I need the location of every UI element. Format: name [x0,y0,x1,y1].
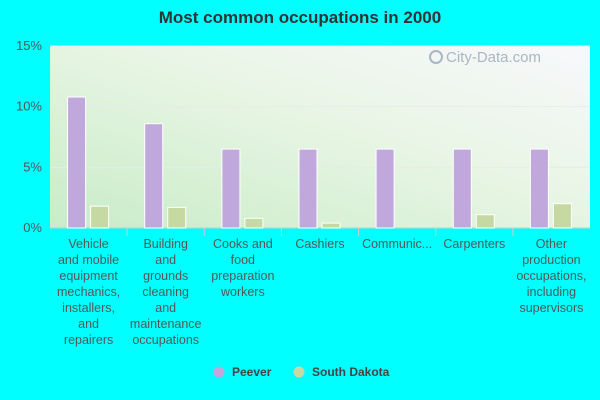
x-axis: Vehicle and mobile equipment mechanics, inst… [57,228,587,347]
bars [67,96,572,229]
bar-peever [221,148,241,229]
x-category-label: Building and grounds cleaning and maintenance… [130,237,202,347]
bar-peever [529,148,549,229]
bar-south-dakota [321,222,341,229]
bar-south-dakota [167,206,187,229]
bar-peever [375,148,395,229]
bar-peever [67,96,87,229]
legend-label: South Dakota [312,365,390,379]
y-tick-label: 10% [16,99,42,114]
bar-peever [298,148,318,229]
bar-south-dakota [90,205,110,229]
y-tick-label: 0% [23,220,42,235]
x-category-label: Communic... [362,237,432,251]
watermark-text: City-Data.com [446,49,541,66]
legend-swatch [213,366,225,378]
y-tick-label: 5% [23,159,42,174]
y-tick-label: 15% [16,38,42,53]
x-category-label: Carpenters [443,237,505,251]
chart-title: Most common occupations in 2000 [159,8,441,27]
plot-area [50,45,590,229]
x-category-label: Other production occupations, including supe… [516,237,586,315]
watermark-icon [429,50,443,64]
legend: Peever South Dakota [213,365,390,379]
x-category-label: Cooks and food preparation workers [211,237,274,299]
legend-label: Peever [232,365,272,379]
y-axis: 0% 5% 10% 15% [16,38,42,235]
x-category-label: Cashiers [295,237,344,251]
watermark: City-Data.com [429,49,541,66]
bar-south-dakota [552,203,572,229]
plot-background [50,46,590,228]
bar-south-dakota [244,217,264,229]
bar-peever [144,123,164,229]
legend-swatch [293,366,305,378]
bar-south-dakota [475,214,495,229]
bar-peever [452,148,472,229]
x-category-label: Vehicle and mobile equipment mechanics, inst… [57,237,120,347]
